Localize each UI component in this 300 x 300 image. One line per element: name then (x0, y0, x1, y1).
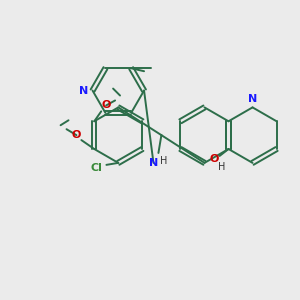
Text: O: O (210, 154, 219, 164)
Text: Cl: Cl (91, 163, 102, 173)
Text: H: H (160, 156, 167, 166)
Text: O: O (101, 100, 111, 110)
Text: N: N (149, 158, 158, 168)
Text: H: H (218, 162, 225, 172)
Text: O: O (72, 130, 81, 140)
Text: N: N (79, 85, 88, 96)
Text: N: N (248, 94, 257, 104)
